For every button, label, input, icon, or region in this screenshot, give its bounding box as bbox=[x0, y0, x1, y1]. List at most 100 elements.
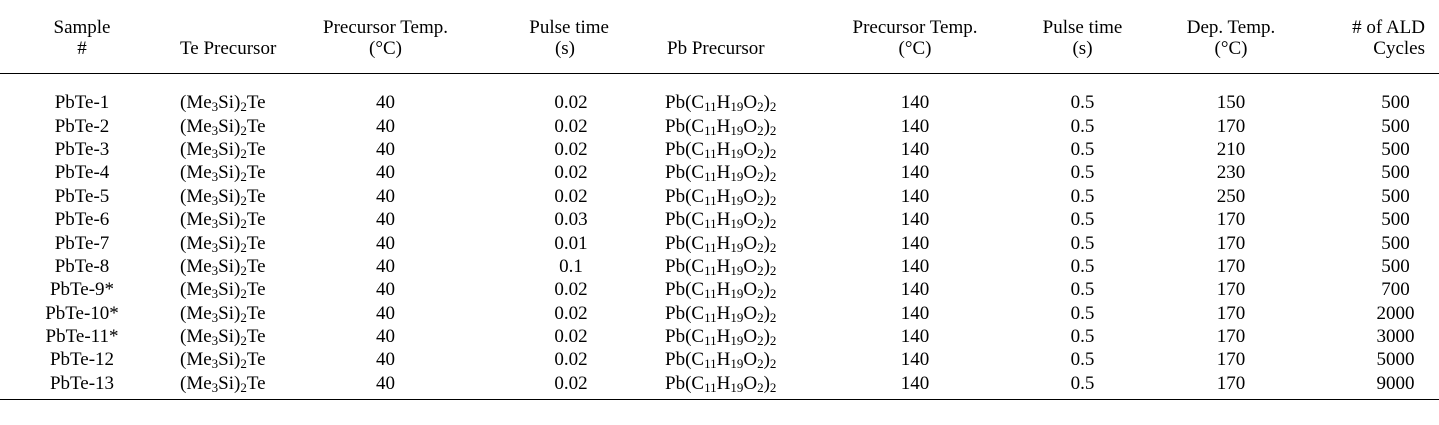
table-row: PbTe-6 (Me3Si)2Te 40 0.03 Pb(C11H19O2)2 140 0.… bbox=[0, 208, 1439, 231]
te-formula-part: Si) bbox=[218, 138, 241, 160]
cell-te-temp: 40 bbox=[376, 138, 395, 160]
te-formula-part: (Me bbox=[180, 138, 212, 160]
pb-formula-part: ) bbox=[763, 162, 770, 184]
cell-cycles: 700 bbox=[1381, 279, 1410, 301]
pb-formula-part: ) bbox=[763, 209, 770, 231]
pb-formula-part: Pb(C bbox=[665, 279, 705, 301]
table-row: PbTe-2 (Me3Si)2Te 40 0.02 Pb(C11H19O2)2 140 0.… bbox=[0, 114, 1439, 137]
pb-formula-part: Pb(C bbox=[665, 302, 705, 324]
header-pb-pulse-time: Pulse time (s) bbox=[1011, 0, 1154, 74]
te-formula-subscript: 3 bbox=[211, 309, 219, 325]
cell-dep-temp: 170 bbox=[1216, 209, 1246, 231]
cell-cycles: 3000 bbox=[1376, 326, 1415, 348]
cell-pb-precursor: Pb(C11H19O2)2 bbox=[627, 185, 819, 208]
cell-sample: PbTe-4 bbox=[54, 162, 110, 184]
cell-sample: PbTe-6 bbox=[54, 209, 110, 231]
pb-formula-subscript: 11 bbox=[704, 379, 717, 395]
pb-formula-part: O bbox=[743, 255, 758, 277]
te-formula-part: Si) bbox=[218, 302, 241, 324]
cell-dep-temp: 230 bbox=[1216, 162, 1246, 184]
cell-dep-temp: 170 bbox=[1216, 115, 1246, 137]
pb-formula-subscript: 2 bbox=[757, 262, 764, 278]
cell-pb-temp: 140 bbox=[900, 115, 930, 137]
header-te-precursor-label: Te Precursor bbox=[180, 38, 277, 59]
table-row: PbTe-4 (Me3Si)2Te 40 0.02 Pb(C11H19O2)2 140 0.… bbox=[0, 161, 1439, 184]
te-formula-subscript: 2 bbox=[240, 309, 247, 325]
te-formula-part: Te bbox=[246, 302, 266, 324]
te-formula-part: (Me bbox=[180, 255, 212, 277]
te-formula-part: Te bbox=[246, 372, 266, 394]
te-formula-subscript: 2 bbox=[240, 379, 247, 395]
pb-formula-part: ) bbox=[763, 326, 770, 348]
te-formula-part: Si) bbox=[218, 326, 241, 348]
cell-te-precursor: (Me3Si)2Te bbox=[164, 348, 294, 371]
cell-te-temp: 40 bbox=[376, 162, 395, 184]
cell-te-pulse: 0.1 bbox=[559, 255, 583, 277]
pb-formula-subscript: 2 bbox=[757, 239, 764, 255]
pb-formula-subscript: 11 bbox=[704, 192, 717, 208]
header-pb-precursor-label: Pb Precursor bbox=[667, 38, 765, 59]
cell-te-temp: 40 bbox=[376, 326, 395, 348]
pb-formula-part: H bbox=[716, 326, 731, 348]
cell-te-temp: 40 bbox=[376, 255, 395, 277]
cell-te-precursor: (Me3Si)2Te bbox=[164, 208, 294, 231]
cell-cycles: 500 bbox=[1381, 92, 1410, 114]
te-formula-subscript: 3 bbox=[211, 356, 219, 372]
cell-pb-temp: 140 bbox=[900, 209, 930, 231]
cell-pb-temp: 140 bbox=[900, 232, 930, 254]
header-dep-temp-line1: Dep. Temp. bbox=[1186, 17, 1276, 38]
pb-formula-part: O bbox=[743, 115, 758, 137]
pb-formula-subscript: 11 bbox=[704, 145, 717, 161]
cell-pb-pulse: 0.5 bbox=[1070, 326, 1095, 348]
table-row: PbTe-10* (Me3Si)2Te 40 0.02 Pb(C11H19O2)2 140… bbox=[0, 302, 1439, 325]
pb-formula-part: O bbox=[743, 162, 758, 184]
te-formula-part: Te bbox=[246, 349, 266, 371]
pb-formula-part: H bbox=[716, 162, 731, 184]
te-formula-subscript: 3 bbox=[211, 169, 219, 185]
pb-formula-subscript: 19 bbox=[730, 122, 744, 138]
pb-formula-part: Pb(C bbox=[665, 326, 705, 348]
te-formula-part: (Me bbox=[180, 115, 212, 137]
table-row: PbTe-12 (Me3Si)2Te 40 0.02 Pb(C11H19O2)2 140 0… bbox=[0, 348, 1439, 371]
header-pb-pulse-line1: Pulse time bbox=[1042, 17, 1123, 38]
cell-pb-pulse: 0.5 bbox=[1070, 209, 1095, 231]
pb-formula-subscript: 11 bbox=[704, 286, 717, 302]
cell-dep-temp: 170 bbox=[1216, 349, 1246, 371]
cell-te-precursor: (Me3Si)2Te bbox=[164, 138, 294, 161]
pb-formula-subscript: 2 bbox=[757, 169, 764, 185]
te-formula-part: (Me bbox=[180, 162, 212, 184]
cell-pb-precursor: Pb(C11H19O2)2 bbox=[627, 302, 819, 325]
cell-te-precursor: (Me3Si)2Te bbox=[164, 302, 294, 325]
pb-formula-subscript: 11 bbox=[704, 262, 717, 278]
pb-formula-subscript: 2 bbox=[769, 379, 777, 395]
pb-formula-subscript: 19 bbox=[730, 99, 744, 115]
pb-formula-subscript: 2 bbox=[757, 145, 764, 161]
cell-pb-precursor: Pb(C11H19O2)2 bbox=[627, 255, 819, 278]
pb-formula-part: ) bbox=[763, 138, 770, 160]
pb-formula-part: H bbox=[716, 279, 731, 301]
cell-pb-precursor: Pb(C11H19O2)2 bbox=[627, 325, 819, 348]
te-formula-part: (Me bbox=[180, 232, 212, 254]
pb-formula-part: O bbox=[743, 232, 758, 254]
te-formula-part: (Me bbox=[180, 92, 212, 114]
te-formula-part: Te bbox=[246, 209, 266, 231]
cell-pb-precursor: Pb(C11H19O2)2 bbox=[627, 74, 819, 115]
pb-formula-part: Pb(C bbox=[665, 209, 705, 231]
cell-te-pulse: 0.02 bbox=[554, 302, 588, 324]
pb-formula-part: H bbox=[716, 302, 731, 324]
te-formula-part: (Me bbox=[180, 185, 212, 207]
cell-sample: PbTe-10* bbox=[45, 302, 119, 324]
cell-pb-temp: 140 bbox=[900, 92, 930, 114]
cell-dep-temp: 250 bbox=[1216, 185, 1246, 207]
pb-formula-part: Pb(C bbox=[665, 255, 705, 277]
pb-formula-subscript: 19 bbox=[730, 216, 744, 232]
cell-pb-temp: 140 bbox=[819, 371, 1011, 401]
te-formula-part: Si) bbox=[218, 115, 241, 137]
pb-formula-subscript: 19 bbox=[730, 239, 744, 255]
pb-formula-subscript: 2 bbox=[757, 379, 764, 395]
te-formula-subscript: 3 bbox=[211, 286, 219, 302]
pb-formula-subscript: 2 bbox=[757, 333, 764, 349]
pb-formula-part: O bbox=[743, 326, 758, 348]
pb-formula-part: H bbox=[716, 185, 731, 207]
